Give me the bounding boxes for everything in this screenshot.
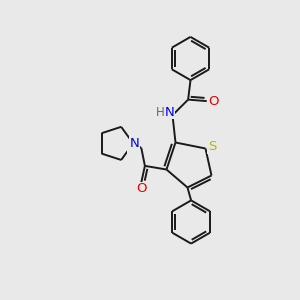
Text: N: N [130,137,140,150]
Text: S: S [208,140,216,154]
Text: N: N [128,140,137,153]
Text: O: O [136,182,147,196]
Text: N: N [165,106,174,119]
Text: O: O [208,94,218,108]
Text: H: H [155,106,164,119]
